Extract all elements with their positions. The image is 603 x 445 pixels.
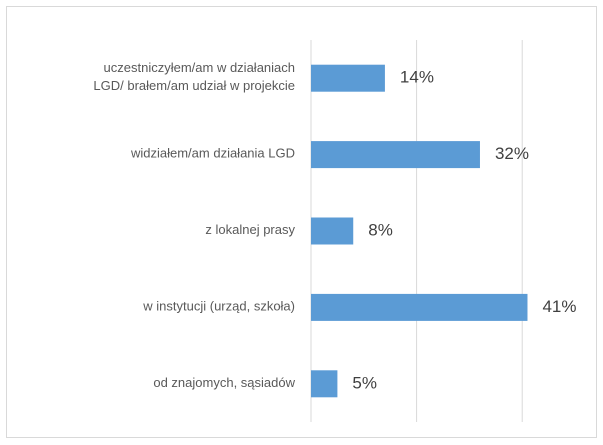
data-label: 32% <box>495 144 529 163</box>
data-label: 5% <box>352 373 377 392</box>
data-label: 41% <box>542 297 576 316</box>
bar <box>311 370 338 398</box>
category-label: od znajomych, sąsiadów <box>153 375 295 390</box>
bar <box>311 217 354 245</box>
category-label: uczestniczyłem/am w działaniach LGD/ brał… <box>93 61 295 94</box>
bar <box>311 64 385 92</box>
data-label: 14% <box>400 68 434 87</box>
category-label: w instytucji (urząd, szkoła) <box>142 299 295 314</box>
category-label: z lokalnej prasy <box>205 222 295 237</box>
data-label: 8% <box>368 220 393 239</box>
bar <box>311 293 528 321</box>
bar <box>311 141 480 169</box>
category-label: widziałem/am działania LGD <box>130 146 295 161</box>
chart-frame <box>6 6 597 438</box>
